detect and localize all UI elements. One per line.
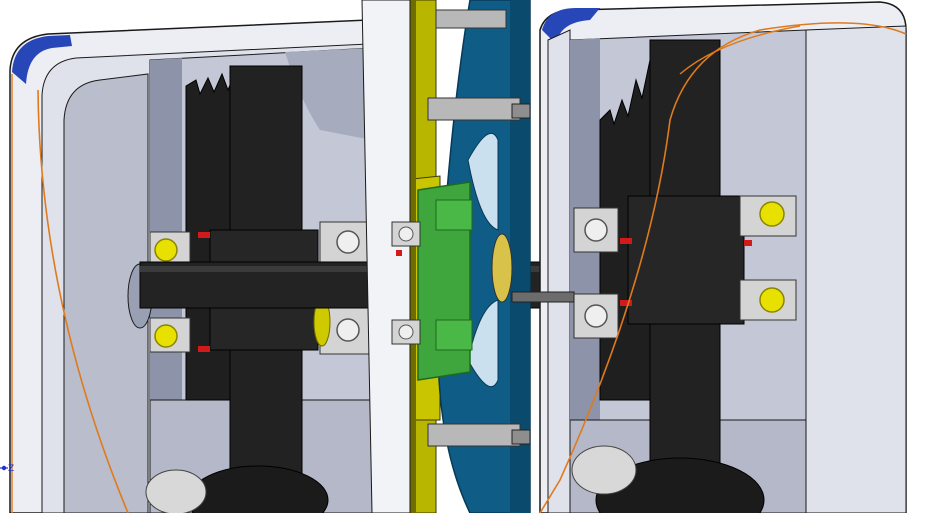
right-bearings bbox=[511, 195, 797, 339]
hub-seal-red bbox=[396, 250, 402, 256]
right-housing-shadow bbox=[570, 38, 600, 513]
right-silhouette-curve bbox=[539, 22, 907, 513]
right-seal-lower bbox=[620, 300, 632, 306]
right-bottom-roller bbox=[595, 457, 765, 513]
left-housing-cavity bbox=[63, 73, 149, 513]
right-shaft-key bbox=[511, 291, 575, 303]
silhouette-outlines bbox=[11, 22, 907, 513]
left-silhouette-curve bbox=[37, 89, 129, 513]
disc-pin-upper bbox=[427, 97, 521, 121]
right-bearing-lower-outer-ball bbox=[759, 287, 785, 313]
right-bearing-upper-inner-ball bbox=[584, 218, 608, 242]
right-gear-shaft[interactable] bbox=[571, 39, 765, 513]
left-housing-shadow-upper bbox=[285, 48, 372, 140]
triad-axis-label: Z bbox=[8, 464, 14, 474]
right-bottom-bearing bbox=[571, 445, 637, 495]
disc-pin-lower bbox=[427, 423, 521, 447]
green-hub-collar-lower bbox=[435, 319, 473, 351]
right-bearing-lower-inner-ball bbox=[584, 304, 608, 328]
left-bearing-inner-upper-ball bbox=[336, 230, 360, 254]
right-housing-rim-highlight bbox=[542, 8, 600, 44]
disc-nut-upper bbox=[511, 103, 531, 119]
blue-disc-bore bbox=[491, 233, 513, 303]
disc-pin-upper-2 bbox=[435, 9, 507, 29]
left-bearing-inner-lower-ball bbox=[336, 318, 360, 342]
left-bearings bbox=[149, 221, 371, 355]
center-housing-shell bbox=[361, 0, 411, 513]
right-shaft-collar bbox=[627, 195, 745, 325]
right-silhouette-top bbox=[679, 25, 801, 75]
orientation-triad[interactable]: Z bbox=[0, 464, 14, 474]
right-housing-back-wall bbox=[805, 25, 907, 513]
right-bearing-upper-outer-ball bbox=[759, 201, 785, 227]
right-housing-inner-step bbox=[547, 29, 571, 513]
right-seal-upper bbox=[620, 238, 632, 244]
center-blue-disc[interactable] bbox=[427, 0, 531, 513]
yellow-plate-edge bbox=[410, 0, 416, 513]
hub-bearing-lower-ball bbox=[398, 324, 414, 340]
center-green-hub[interactable] bbox=[391, 181, 473, 381]
hub-bearing-upper-ball bbox=[398, 226, 414, 242]
hub-bearing-upper bbox=[391, 221, 421, 247]
right-seal-outer bbox=[744, 240, 752, 246]
left-housing-rim-highlight bbox=[12, 35, 72, 84]
left-bearing-lower-ball bbox=[154, 324, 178, 348]
left-bearing-upper-ball bbox=[154, 238, 178, 262]
left-seal-upper bbox=[198, 232, 210, 238]
blue-disc-edge bbox=[510, 0, 530, 513]
green-hub-collar bbox=[435, 199, 473, 231]
disc-nut-lower bbox=[511, 429, 531, 445]
left-seal-lower bbox=[198, 346, 210, 352]
blue-disc-cutout-upper bbox=[467, 132, 499, 231]
left-bottom-bearing bbox=[145, 469, 207, 513]
